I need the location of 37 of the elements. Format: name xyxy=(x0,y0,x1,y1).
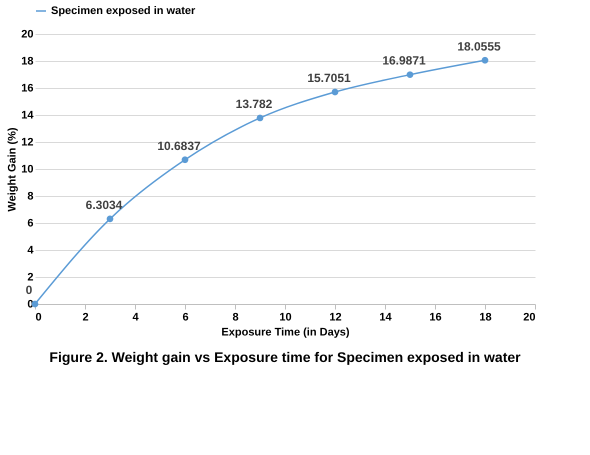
y-tick-label: 6 xyxy=(27,218,34,230)
x-tick-label: 4 xyxy=(132,312,140,324)
data-label: 15.7051 xyxy=(307,70,352,85)
point xyxy=(256,114,264,122)
y-tick-label: 12 xyxy=(21,136,34,148)
x-tick-label: 0 xyxy=(36,312,42,324)
point xyxy=(106,216,114,222)
x-tick-label: 6 xyxy=(182,312,189,324)
y-tick-label: 4 xyxy=(27,244,34,256)
x-tick-label: 12 xyxy=(329,312,342,324)
x-tick-label: 10 xyxy=(279,312,292,324)
x-tick-label: 18 xyxy=(479,312,492,324)
point xyxy=(482,56,488,64)
y-tick-label: 2 xyxy=(27,272,34,284)
data-label: 13.782 xyxy=(236,96,273,111)
y-tick-label: 14 xyxy=(21,110,34,122)
x-tick-label: 20 xyxy=(523,312,536,324)
point xyxy=(182,156,188,164)
y-tick-label: 10 xyxy=(21,164,34,176)
y-axis-title: Weight Gain (%) xyxy=(6,127,18,212)
x-tick-label: 8 xyxy=(232,312,239,324)
y-tick-label: 20 xyxy=(21,28,34,40)
x-tick-label: 14 xyxy=(379,312,392,324)
x-axis-title: Exposure Time (in Days) xyxy=(221,326,350,338)
x-tick-label: 2 xyxy=(82,312,89,324)
data-label: 10.6837 xyxy=(157,138,202,153)
data-label: 18.0555 xyxy=(457,39,502,54)
caption: Figure 2. Weight gain vs Exposure time for Specimen exposed in water xyxy=(49,349,522,365)
point xyxy=(406,71,414,78)
point xyxy=(332,88,338,96)
data-label: 6.3034 xyxy=(86,198,123,212)
data-label: 16.9871 xyxy=(382,54,426,68)
legend-label: Specimen exposed in water xyxy=(51,5,196,17)
y-tick-label: 16 xyxy=(21,82,34,94)
y-tick-label: 8 xyxy=(27,190,34,202)
y-tick-label: 18 xyxy=(21,56,34,68)
x-tick-label: 16 xyxy=(429,312,442,324)
